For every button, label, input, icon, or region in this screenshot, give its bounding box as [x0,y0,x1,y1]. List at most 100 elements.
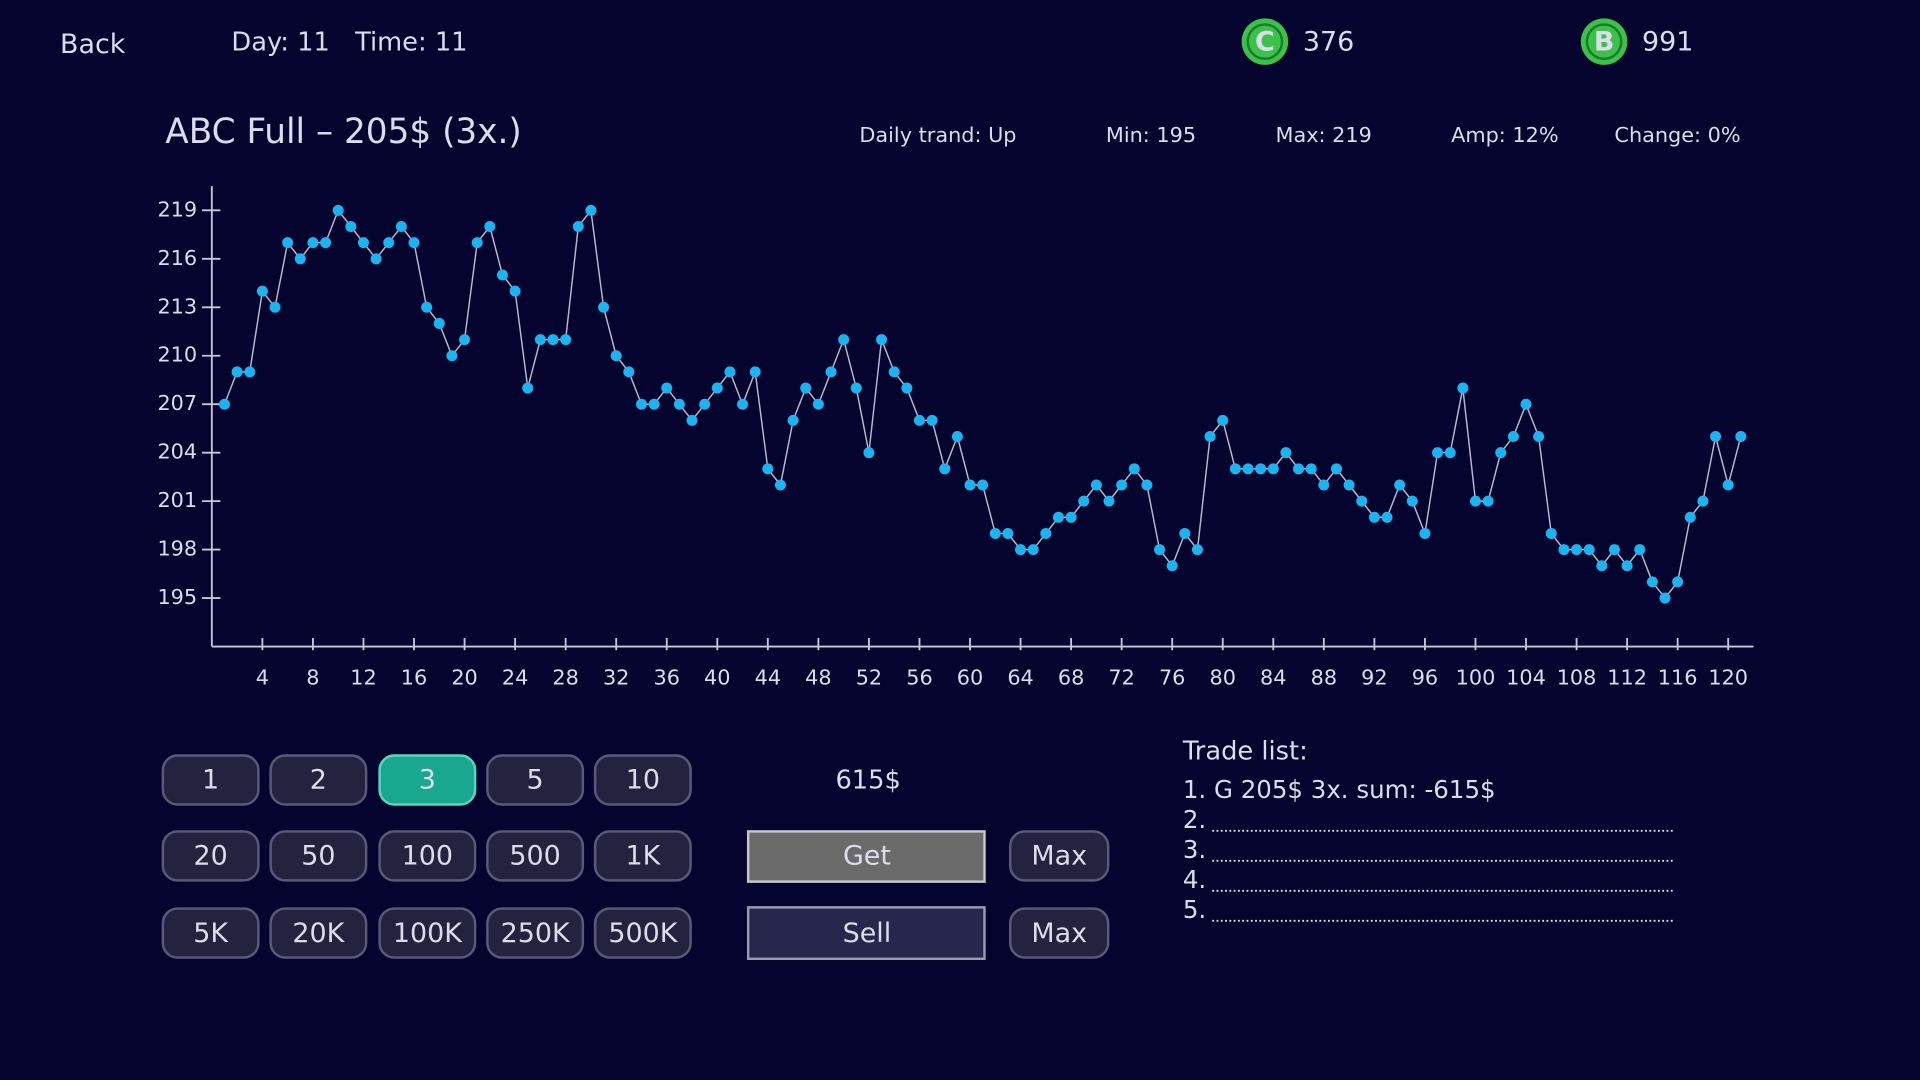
y-tick-label: 204 [157,440,197,464]
price-point [610,350,622,362]
y-tick-label: 198 [157,537,197,561]
x-tick-label: 84 [1260,665,1286,689]
amount-button[interactable] [269,907,368,959]
price-point [1078,495,1090,507]
price-point [307,237,319,249]
trade-entry: 2. [1183,805,1206,834]
amount-button[interactable] [593,754,692,806]
price-point [1166,560,1178,572]
amount-button[interactable] [486,754,585,806]
price-point [433,317,445,329]
price-point [218,398,230,410]
price-point [560,334,572,346]
price-point [1495,447,1507,459]
x-tick-label: 56 [906,665,932,689]
price-point [1267,463,1279,475]
amount-button[interactable] [161,830,260,882]
amount-button[interactable] [486,830,585,882]
price-point [686,414,698,426]
day: Day: 11 [231,27,329,57]
price-point [320,237,332,249]
price-point [408,237,420,249]
max-button[interactable] [1008,830,1110,882]
price-point [1305,463,1317,475]
price-point [762,463,774,475]
trade-entry: 3. [1183,835,1206,864]
x-tick-label: 12 [350,665,376,689]
price-point [585,204,597,216]
price-point [1533,431,1545,443]
amount-label: 3 [419,765,436,796]
amount-button[interactable] [161,907,260,959]
amount-label: 20K [292,918,345,949]
y-tick-label: 216 [157,246,197,270]
price-point [1710,431,1722,443]
amount-button[interactable] [269,830,368,882]
price-point [496,269,508,281]
amount-button[interactable] [593,830,692,882]
price-point [1052,511,1064,523]
max-label: Max [1031,918,1087,949]
x-tick-label: 72 [1108,665,1134,689]
price-point [383,237,395,249]
price-point [648,398,660,410]
price-point [1432,447,1444,459]
price-point [1571,544,1583,556]
amount-button[interactable] [269,754,368,806]
price-point [547,334,559,346]
trade-entry: 5. [1183,895,1206,924]
price-point [1229,463,1241,475]
x-tick-label: 44 [755,665,781,689]
price-point [661,382,673,394]
stock-stat: Daily trand: Up [859,123,1016,147]
stock-title: ABC Full – 205$ (3x.) [165,112,521,152]
price-point [888,366,900,378]
amount-label: 20 [193,841,227,872]
price-point [509,285,521,297]
amount-button[interactable] [378,830,477,882]
x-tick-label: 40 [704,665,730,689]
amount-label: 500K [608,918,678,949]
amount-label: 5 [527,765,544,796]
price-point [1596,560,1608,572]
max-button[interactable] [1008,907,1110,959]
price-point [800,382,812,394]
amount-button[interactable] [378,754,477,806]
x-tick-label: 20 [451,665,477,689]
sell-button[interactable] [746,906,986,960]
amount-button[interactable] [486,907,585,959]
back-button[interactable]: Back [60,29,126,60]
price-point [1545,527,1557,539]
price-point [699,398,711,410]
price-point [1381,511,1393,523]
amount-button[interactable] [378,907,477,959]
amount-label: 250K [501,918,571,949]
y-tick-label: 207 [157,391,197,415]
trade-entry: 4. [1183,865,1206,894]
x-tick-label: 64 [1007,665,1033,689]
price-point [774,479,786,491]
price-point [1684,511,1696,523]
y-tick-label: 219 [157,197,197,221]
price-point [471,237,483,249]
price-point [825,366,837,378]
price-point [1065,511,1077,523]
price-point [913,414,925,426]
get-button[interactable] [746,830,986,883]
price-point [1154,544,1166,556]
amount-button[interactable] [593,907,692,959]
price-point [269,301,281,313]
price-point [1141,479,1153,491]
amount-button[interactable] [161,754,260,806]
price-point [459,334,471,346]
y-tick-label: 195 [157,585,197,609]
price-point [1659,592,1671,604]
x-tick-label: 36 [654,665,680,689]
price-point [1090,479,1102,491]
currency-letter: C [1255,26,1275,57]
price-point [1027,544,1039,556]
amount-label: 1 [202,765,219,796]
price-point [370,253,382,265]
price-point [1722,479,1734,491]
price-point [1293,463,1305,475]
